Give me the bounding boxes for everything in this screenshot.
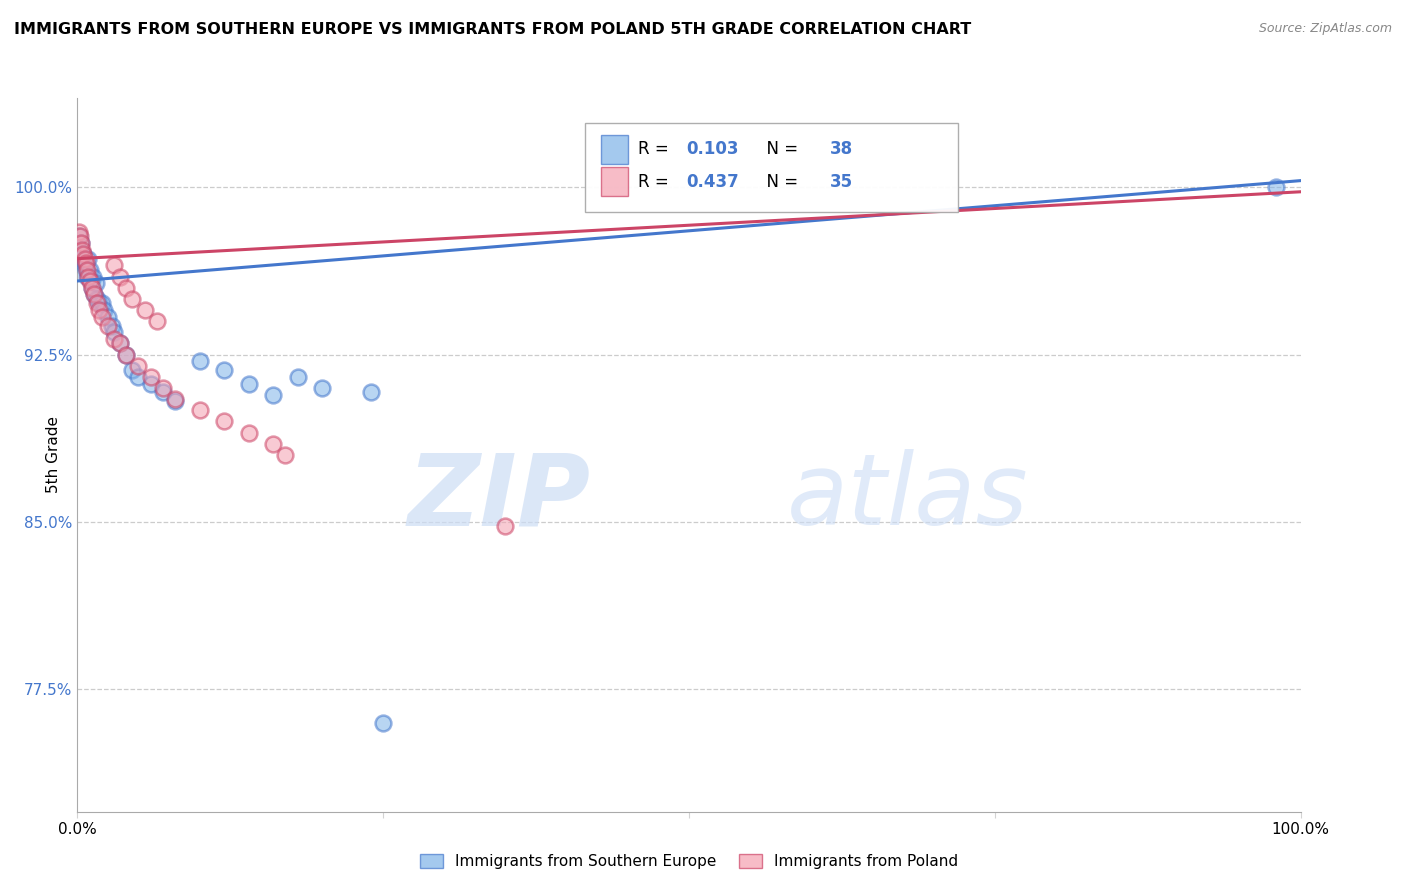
Point bbox=[93, 303, 115, 318]
Point bbox=[103, 332, 125, 346]
Text: R =: R = bbox=[637, 173, 673, 191]
Point bbox=[152, 385, 174, 400]
Point bbox=[72, 247, 94, 261]
Point bbox=[108, 269, 131, 284]
Point bbox=[97, 310, 120, 324]
Point bbox=[83, 287, 105, 301]
Point bbox=[80, 281, 103, 295]
Text: IMMIGRANTS FROM SOUTHERN EUROPE VS IMMIGRANTS FROM POLAND 5TH GRADE CORRELATION : IMMIGRANTS FROM SOUTHERN EUROPE VS IMMIG… bbox=[14, 22, 972, 37]
Point bbox=[76, 269, 98, 284]
Point bbox=[67, 229, 90, 244]
Point bbox=[67, 225, 90, 239]
Point bbox=[108, 336, 131, 351]
Point bbox=[108, 336, 131, 351]
Point bbox=[86, 296, 108, 310]
Point bbox=[77, 252, 100, 266]
Point bbox=[83, 287, 105, 301]
Y-axis label: 5th Grade: 5th Grade bbox=[45, 417, 60, 493]
Point bbox=[80, 281, 103, 295]
Point bbox=[76, 263, 98, 277]
Point bbox=[371, 715, 394, 730]
Point bbox=[165, 392, 187, 407]
Point bbox=[84, 277, 107, 291]
Point bbox=[121, 363, 143, 377]
Point bbox=[100, 318, 122, 333]
FancyBboxPatch shape bbox=[600, 168, 628, 196]
Point bbox=[238, 376, 260, 391]
Point bbox=[128, 370, 150, 384]
Text: N =: N = bbox=[756, 141, 804, 159]
Point bbox=[82, 269, 104, 284]
Point bbox=[70, 243, 93, 257]
Point bbox=[274, 448, 297, 462]
Point bbox=[89, 296, 111, 310]
Point bbox=[262, 436, 284, 450]
Point bbox=[115, 348, 138, 362]
Point bbox=[79, 263, 101, 277]
Point bbox=[89, 303, 111, 318]
Point bbox=[152, 381, 174, 395]
Point bbox=[165, 394, 187, 409]
Text: 0.103: 0.103 bbox=[686, 141, 740, 159]
Text: 38: 38 bbox=[830, 141, 852, 159]
Point bbox=[90, 296, 112, 310]
Point bbox=[70, 236, 93, 251]
Text: Source: ZipAtlas.com: Source: ZipAtlas.com bbox=[1258, 22, 1392, 36]
Point bbox=[86, 292, 108, 306]
FancyBboxPatch shape bbox=[600, 136, 628, 164]
Point bbox=[287, 370, 309, 384]
Point bbox=[103, 259, 125, 273]
Point bbox=[134, 303, 156, 318]
Point bbox=[262, 387, 284, 401]
Point bbox=[238, 425, 260, 440]
Point bbox=[360, 385, 382, 400]
Point bbox=[212, 414, 235, 429]
Point bbox=[72, 247, 94, 261]
Point bbox=[70, 252, 93, 266]
FancyBboxPatch shape bbox=[585, 123, 957, 212]
Point bbox=[103, 325, 125, 339]
Point bbox=[77, 269, 100, 284]
Text: ZIP: ZIP bbox=[408, 450, 591, 546]
Point bbox=[75, 256, 97, 270]
Point bbox=[146, 314, 169, 328]
Legend: Immigrants from Southern Europe, Immigrants from Poland: Immigrants from Southern Europe, Immigra… bbox=[413, 848, 965, 875]
Point bbox=[69, 229, 91, 244]
Point bbox=[139, 376, 162, 391]
Point bbox=[1265, 180, 1288, 194]
Point bbox=[128, 359, 150, 373]
Text: atlas: atlas bbox=[787, 450, 1028, 546]
Point bbox=[80, 274, 103, 288]
Point bbox=[121, 292, 143, 306]
Point bbox=[70, 236, 93, 251]
Text: 0.437: 0.437 bbox=[686, 173, 740, 191]
Point bbox=[73, 259, 96, 273]
Point bbox=[115, 281, 138, 295]
Point bbox=[75, 263, 97, 277]
Text: N =: N = bbox=[756, 173, 804, 191]
Point bbox=[79, 274, 101, 288]
Point bbox=[495, 519, 517, 533]
Point bbox=[69, 243, 91, 257]
Point bbox=[97, 318, 120, 333]
Text: R =: R = bbox=[637, 141, 673, 159]
Point bbox=[73, 252, 96, 266]
Point bbox=[139, 370, 162, 384]
Point bbox=[212, 363, 235, 377]
Point bbox=[311, 381, 333, 395]
Point bbox=[188, 403, 211, 417]
Point bbox=[115, 348, 138, 362]
Point bbox=[90, 310, 112, 324]
Text: 35: 35 bbox=[830, 173, 852, 191]
Point bbox=[188, 354, 211, 368]
